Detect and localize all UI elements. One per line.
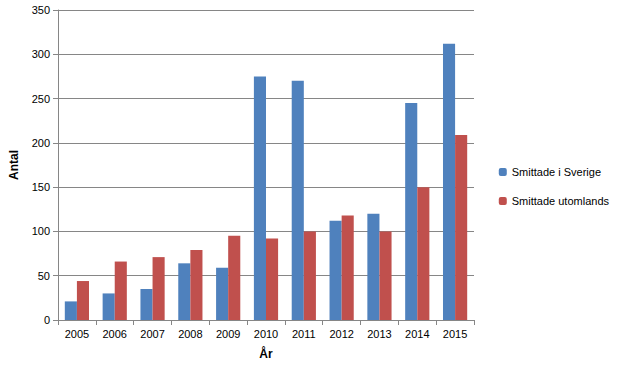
svg-text:50: 50 <box>38 270 50 282</box>
svg-text:2009: 2009 <box>216 328 240 340</box>
svg-text:Antal: Antal <box>7 150 21 180</box>
svg-text:2010: 2010 <box>254 328 278 340</box>
svg-text:2013: 2013 <box>367 328 391 340</box>
svg-text:100: 100 <box>32 225 50 237</box>
svg-text:Smittade utomlands: Smittade utomlands <box>512 195 610 207</box>
svg-text:2011: 2011 <box>292 328 316 340</box>
svg-text:2006: 2006 <box>102 328 126 340</box>
svg-text:2012: 2012 <box>329 328 353 340</box>
svg-text:2005: 2005 <box>65 328 89 340</box>
svg-text:300: 300 <box>32 48 50 60</box>
svg-text:2014: 2014 <box>405 328 429 340</box>
svg-text:250: 250 <box>32 93 50 105</box>
svg-text:År: År <box>259 346 273 361</box>
svg-text:2008: 2008 <box>178 328 202 340</box>
svg-text:2015: 2015 <box>443 328 467 340</box>
svg-text:350: 350 <box>32 4 50 16</box>
svg-text:150: 150 <box>32 181 50 193</box>
svg-text:0: 0 <box>44 314 50 326</box>
svg-text:200: 200 <box>32 137 50 149</box>
svg-text:2007: 2007 <box>140 328 164 340</box>
svg-text:Smittade i Sverige: Smittade i Sverige <box>512 166 601 178</box>
